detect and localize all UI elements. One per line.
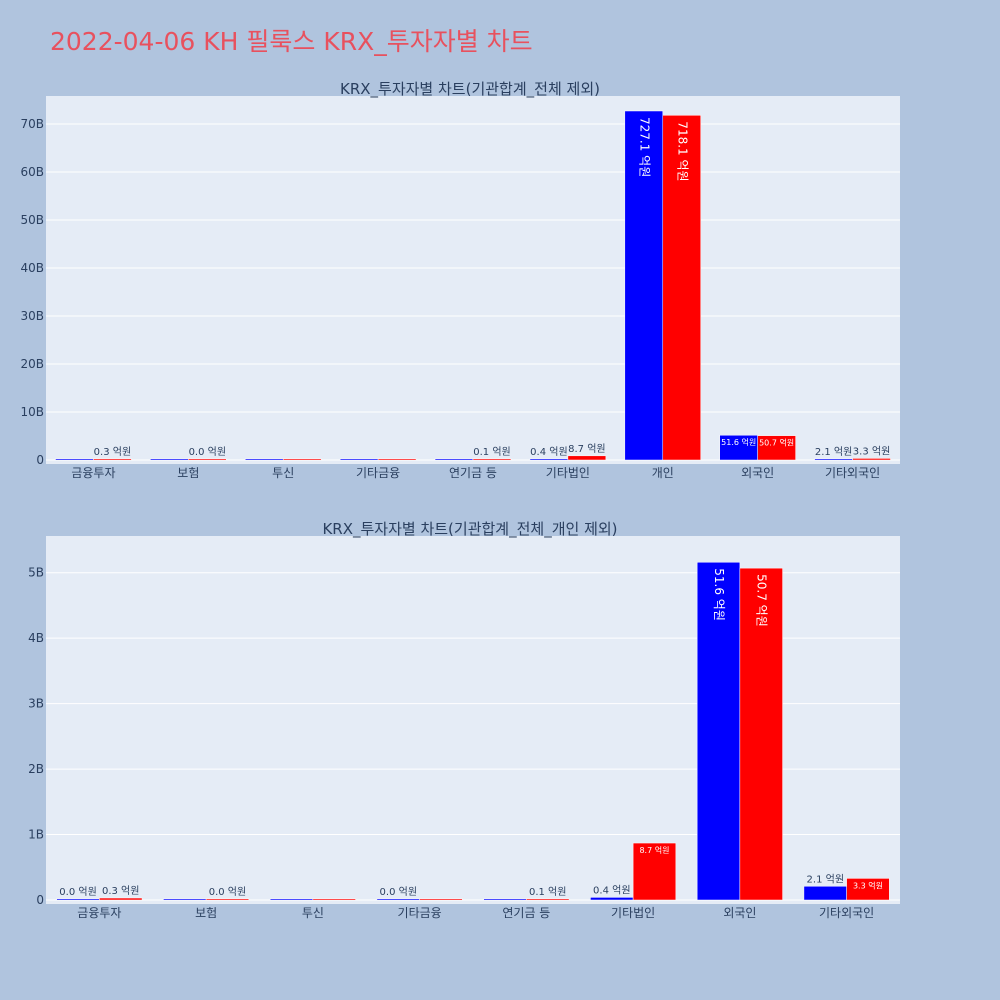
chart-1-bar: [852, 458, 891, 461]
chart-2-x-tick-label: 보험: [195, 906, 217, 920]
chart-2-data-label: 0.0 억원: [59, 886, 96, 898]
chart-1-title: KRX_투자자별 차트(기관합계_전체 제외): [340, 80, 600, 99]
chart-1-data-label: 3.3 억원: [853, 445, 890, 457]
chart-2-bar: [419, 898, 463, 901]
chart-1-bar: [150, 458, 189, 461]
chart-1-x-tick-label: 금융투자: [71, 466, 115, 480]
chart-1-y-tick-label: 70B: [20, 117, 44, 131]
chart-1-data-label: 718.1 억원: [675, 121, 689, 181]
chart-1-bar: [814, 458, 853, 461]
chart-2-data-label: 0.3 억원: [102, 885, 139, 897]
chart-2-y-tick-label: 4B: [28, 631, 44, 645]
chart-2-x-tick-label: 연기금 등: [502, 906, 550, 920]
chart-2-data-label: 2.1 억원: [807, 873, 844, 885]
chart-1-bar: [662, 115, 701, 461]
chart-2-bar: [846, 878, 890, 901]
chart-1-bar: [472, 458, 512, 461]
chart-2-bar: [99, 897, 143, 901]
chart-1-y-tick-label: 10B: [20, 405, 44, 419]
chart-2-bar: [205, 898, 250, 901]
chart-2-x-tick-label: 금융투자: [77, 906, 121, 920]
chart-2-y-tick-label: 5B: [28, 566, 44, 580]
chart-1-plot-area: [46, 96, 900, 464]
chart-2-y-tick-label: 1B: [28, 828, 44, 842]
chart-1-bar: [188, 458, 227, 461]
chart-1-x-tick-label: 개인: [652, 466, 674, 480]
chart-2-bar: [312, 898, 356, 901]
chart-2-x-tick-label: 기타금융: [398, 906, 442, 920]
chart-1: 0 10B 20B 30B 40B 50B 60B 70B KRX_투자자별 차트(기관합계_전…: [20, 80, 900, 480]
chart-2-bar: [56, 898, 100, 901]
chart-1-data-label: 727.1 억원: [637, 117, 651, 177]
chart-1-data-label: 8.7 억원: [568, 443, 605, 455]
chart-2-bar: [269, 898, 314, 901]
chart-2-data-label: 0.1 억원: [529, 886, 566, 898]
chart-1-x-tick-label: 외국인: [741, 466, 774, 480]
chart-2-bar: [803, 886, 847, 901]
chart-1-bar: [55, 458, 94, 461]
chart-2: 0 1B 2B 3B 4B 5B KRX_투자자별 차트(기관합계_전체_개인 제외) 금융투…: [28, 520, 900, 920]
chart-1-bar: [93, 458, 132, 461]
chart-1-data-label: 50.7 억원: [759, 438, 794, 448]
chart-2-data-label: 8.7 억원: [639, 845, 669, 855]
chart-2-data-label: 0.4 억원: [593, 884, 630, 896]
chart-1-data-label: 51.6 억원: [721, 437, 756, 447]
chart-2-data-label: 3.3 억원: [853, 880, 883, 890]
chart-2-y-tick-label: 3B: [28, 697, 44, 711]
chart-2-y-tick-label: 2B: [28, 762, 44, 776]
chart-1-bar: [757, 435, 796, 461]
chart-2-x-tick-label: 투신: [302, 906, 324, 920]
chart-2-data-label: 51.6 억원: [712, 568, 726, 621]
chart-1-y-tick-label: 20B: [20, 357, 44, 371]
chart-1-y-tick-label: 40B: [20, 261, 44, 275]
chart-1-x-tick-label: 기타외국인: [825, 466, 880, 480]
chart-2-data-label: 50.7 억원: [755, 574, 769, 627]
chart-2-y-tick-label: 0: [36, 893, 44, 907]
chart-2-bar: [483, 898, 527, 901]
chart-1-x-tick-label: 연기금 등: [449, 466, 497, 480]
chart-1-y-tick-label: 30B: [20, 309, 44, 323]
chart-2-bar: [376, 898, 420, 901]
chart-1-y-tick-label: 60B: [20, 165, 44, 179]
chart-2-data-label: 0.0 억원: [380, 886, 417, 898]
chart-1-x-tick-label: 투신: [272, 466, 294, 480]
chart-1-bar: [529, 458, 569, 461]
chart-1-y-tick-label: 0: [36, 453, 44, 467]
chart-1-bar: [434, 458, 474, 461]
page-title: 2022-04-06 KH 필룩스 KRX_투자자별 차트: [50, 27, 533, 56]
chart-2-x-tick-label: 기타법인: [611, 906, 655, 920]
chart-1-x-tick-label: 보험: [177, 466, 199, 480]
chart-1-bar: [567, 455, 607, 461]
chart-1-x-tick-label: 기타법인: [546, 466, 590, 480]
chart-2-x-tick-label: 외국인: [723, 906, 756, 920]
chart-1-bar: [245, 458, 284, 461]
chart-1-data-label: 0.4 억원: [530, 446, 567, 458]
chart-2-title: KRX_투자자별 차트(기관합계_전체_개인 제외): [322, 520, 617, 539]
chart-1-data-label: 0.3 억원: [94, 446, 131, 458]
chart-1-bar: [282, 458, 322, 461]
chart-1-x-tick-label: 기타금융: [356, 466, 400, 480]
chart-2-bar: [526, 898, 570, 901]
chart-2-bar: [163, 898, 207, 901]
chart-1-bar: [624, 110, 664, 461]
chart-2-bar: [590, 897, 634, 901]
chart-2-bar: [696, 562, 741, 901]
chart-2-x-tick-label: 기타외국인: [819, 906, 874, 920]
chart-1-data-label: 0.0 억원: [189, 446, 226, 458]
chart-2-bar: [739, 567, 783, 901]
chart-1-bar: [339, 458, 379, 461]
chart-1-data-label: 2.1 억원: [815, 446, 852, 458]
chart-1-bar: [377, 458, 417, 461]
chart-1-y-tick-label: 50B: [20, 213, 44, 227]
chart-2-data-label: 0.0 억원: [209, 886, 246, 898]
chart-1-data-label: 0.1 억원: [473, 446, 510, 458]
chart-2-bar: [632, 842, 677, 901]
